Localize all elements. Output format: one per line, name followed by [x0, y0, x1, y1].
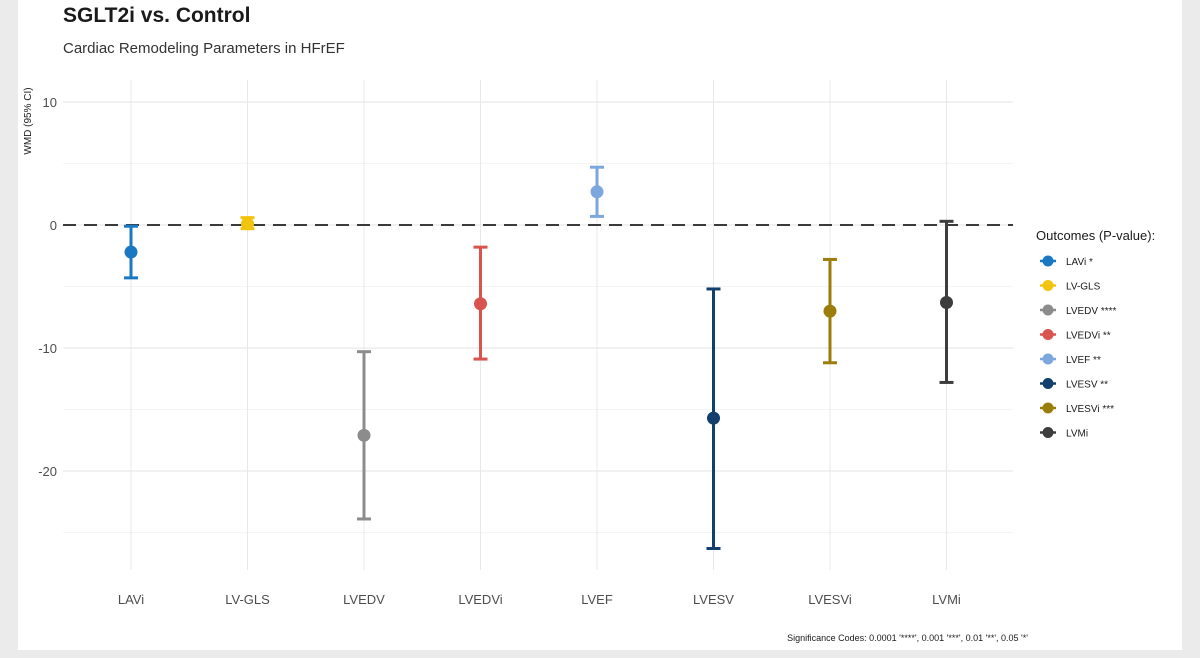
legend-key-dot — [1042, 427, 1054, 438]
x-tick-label: LVMi — [932, 592, 961, 607]
significance-caption: Significance Codes: 0.0001 '****', 0.001… — [787, 633, 1028, 643]
point-estimate — [707, 411, 720, 425]
legend-key-dot — [1042, 329, 1054, 340]
legend-label: LVESV ** — [1066, 380, 1108, 391]
point-estimate — [124, 245, 138, 259]
point-estimate — [940, 295, 953, 309]
y-tick-label: 10 — [43, 95, 57, 110]
legend-label: LVMi — [1066, 429, 1088, 440]
chart-card: SGLT2i vs. Control Cardiac Remodeling Pa… — [18, 0, 1182, 650]
chart: SGLT2i vs. Control Cardiac Remodeling Pa… — [23, 4, 1155, 643]
legend-key-dot — [1042, 378, 1054, 389]
legend-label: LVESVi *** — [1066, 404, 1114, 415]
x-tick-label: LVESVi — [808, 592, 852, 607]
x-tick-label: LVESV — [693, 592, 734, 607]
point-estimate — [474, 297, 487, 311]
legend-key-dot — [1042, 255, 1054, 267]
y-tick-label: -10 — [38, 341, 57, 356]
chart-subtitle: Cardiac Remodeling Parameters in HFrEF — [63, 40, 345, 57]
legend-label: LAVi * — [1066, 257, 1093, 268]
chart-title: SGLT2i vs. Control — [63, 4, 250, 27]
legend-label: LVEDVi ** — [1066, 331, 1111, 342]
x-tick-label: LVEF — [581, 592, 613, 607]
point-estimate — [590, 185, 604, 199]
legend-key-dot — [1042, 304, 1054, 316]
legend-items: LAVi * LV-GLS LVEDV **** LVEDVi ** LVEF ** LV… — [1040, 255, 1117, 440]
y-tick-label: -20 — [38, 464, 57, 479]
grid-layer — [63, 80, 1013, 570]
legend-key-dot — [1042, 280, 1054, 291]
legend-label: LV-GLS — [1066, 282, 1101, 293]
axis-labels-layer: 10 0 -10 -20 LAVi LV-GLS LVEDV LVEDVi LVEF LVESV L… — [38, 95, 961, 607]
y-axis-title: WMD (95% CI) — [23, 87, 34, 154]
legend-title: Outcomes (P-value): — [1036, 228, 1155, 243]
point-estimate — [241, 217, 254, 231]
marks-layer — [124, 165, 954, 550]
x-tick-label: LAVi — [118, 592, 144, 607]
point-estimate — [357, 428, 371, 442]
legend-label: LVEF ** — [1066, 355, 1101, 366]
x-tick-label: LVEDV — [343, 592, 385, 607]
legend-key-dot — [1042, 402, 1054, 414]
x-tick-label: LV-GLS — [225, 592, 270, 607]
legend-key-dot — [1042, 353, 1054, 365]
x-tick-label: LVEDVi — [458, 592, 502, 607]
point-estimate — [823, 304, 837, 318]
y-tick-label: 0 — [50, 218, 57, 233]
legend-label: LVEDV **** — [1066, 306, 1117, 317]
legend: Outcomes (P-value): LAVi * LV-GLS LVEDV **… — [1036, 228, 1155, 440]
